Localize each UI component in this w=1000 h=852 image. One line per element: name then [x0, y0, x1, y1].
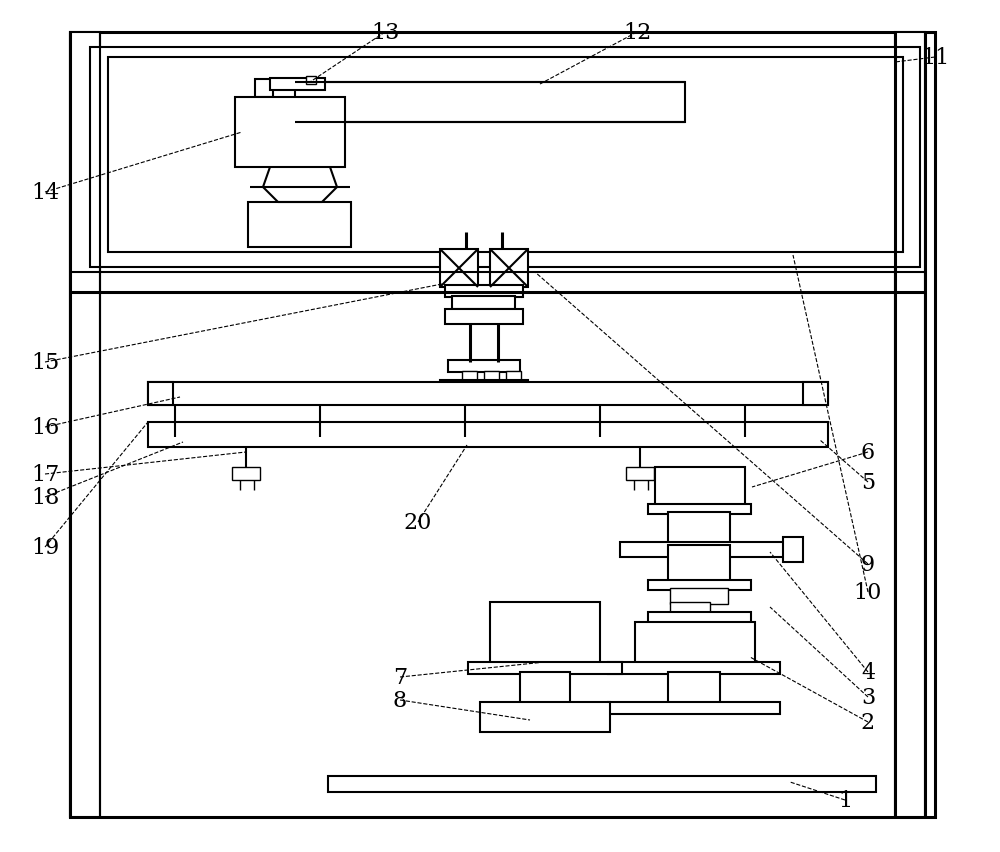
Bar: [232, 468, 260, 481]
Text: 7: 7: [393, 666, 407, 688]
Bar: [148, 383, 173, 406]
Bar: [480, 702, 610, 732]
Bar: [648, 504, 751, 515]
Bar: [648, 613, 751, 625]
Text: 10: 10: [854, 581, 882, 603]
Bar: [148, 383, 828, 406]
Bar: [328, 776, 876, 792]
Bar: [670, 589, 728, 604]
Text: 4: 4: [861, 661, 875, 683]
Text: 16: 16: [31, 417, 59, 439]
Bar: [648, 580, 751, 590]
Text: 8: 8: [393, 689, 407, 711]
Bar: [895, 33, 925, 817]
Text: 20: 20: [404, 511, 432, 533]
Bar: [468, 662, 622, 674]
Bar: [295, 83, 685, 123]
Text: 2: 2: [861, 711, 875, 733]
Bar: [655, 468, 745, 508]
Text: 3: 3: [861, 686, 875, 708]
Text: 15: 15: [31, 352, 59, 373]
Bar: [70, 33, 935, 817]
Bar: [148, 423, 828, 447]
Text: 13: 13: [371, 22, 399, 44]
Bar: [440, 250, 478, 288]
Bar: [668, 512, 730, 547]
Text: 11: 11: [921, 47, 949, 69]
Bar: [452, 296, 515, 309]
Text: 18: 18: [31, 486, 59, 509]
Bar: [90, 48, 920, 268]
Bar: [440, 381, 528, 390]
Bar: [235, 98, 345, 168]
Bar: [462, 371, 477, 381]
Text: 1: 1: [838, 789, 852, 811]
Bar: [803, 383, 828, 406]
Bar: [306, 77, 316, 85]
Text: 12: 12: [623, 22, 651, 44]
Bar: [70, 33, 100, 817]
Bar: [608, 702, 780, 714]
Bar: [670, 602, 710, 614]
Bar: [108, 58, 903, 253]
Bar: [608, 662, 780, 674]
Text: 5: 5: [861, 471, 875, 493]
Bar: [490, 250, 528, 288]
Bar: [783, 538, 803, 562]
Bar: [448, 360, 520, 372]
Bar: [635, 622, 755, 667]
Bar: [520, 672, 570, 704]
Bar: [445, 309, 523, 325]
Bar: [255, 80, 273, 98]
Text: 6: 6: [861, 441, 875, 463]
Bar: [668, 545, 730, 582]
Bar: [445, 285, 523, 297]
Bar: [270, 79, 325, 91]
Bar: [506, 371, 521, 381]
Bar: [490, 602, 600, 667]
Text: 17: 17: [31, 463, 59, 486]
Bar: [248, 203, 351, 248]
Bar: [668, 672, 720, 704]
Text: 9: 9: [861, 553, 875, 575]
Text: 14: 14: [31, 181, 59, 204]
Bar: [484, 371, 499, 381]
Bar: [620, 543, 785, 557]
Text: 19: 19: [31, 537, 59, 558]
Bar: [626, 468, 654, 481]
